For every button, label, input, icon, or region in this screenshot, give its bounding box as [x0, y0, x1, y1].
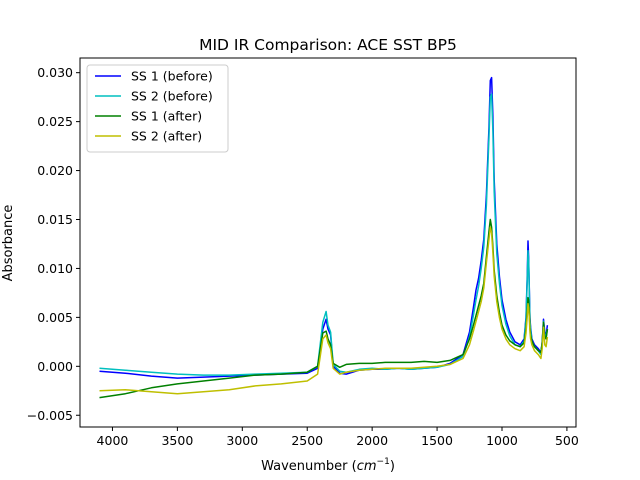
- y-tick-label: 0.020: [37, 163, 73, 178]
- x-tick-label: 1000: [486, 433, 518, 448]
- x-axis-title: Wavenumber (cm−1): [261, 457, 395, 474]
- legend: SS 1 (before) SS 2 (before) SS 1 (after) SS…: [86, 64, 229, 153]
- legend-box: [86, 64, 229, 153]
- x-tick-label: 500: [555, 433, 579, 448]
- y-tick-label: 0.010: [37, 261, 73, 276]
- x-axis-title-paren-open: (: [348, 459, 357, 474]
- x-axis-unit: cm: [357, 459, 377, 474]
- y-tick-label: 0.025: [37, 114, 73, 129]
- y-tick-label: −0.005: [27, 408, 73, 423]
- y-tick-label: 0.030: [37, 65, 73, 80]
- legend-label-1: SS 1 (before): [131, 69, 213, 84]
- plot-frame: [79, 57, 577, 428]
- x-axis-title-text: Wavenumber: [261, 459, 348, 474]
- series-layer: [99, 76, 549, 399]
- x-tick-label: 3500: [161, 433, 193, 448]
- chart-title: MID IR Comparison: ACE SST BP5: [199, 36, 457, 54]
- y-tick-label: 0.000: [37, 359, 73, 374]
- x-tick-label: 1500: [421, 433, 453, 448]
- x-tick-label: 2500: [291, 433, 323, 448]
- y-axis-title: Absorbance: [1, 205, 16, 282]
- legend-label-4: SS 2 (after): [131, 129, 202, 144]
- x-axis-ticks: 4000 3500 3000 2500 2000 1500 1000 500: [97, 427, 579, 448]
- series-line-4: [99, 226, 549, 395]
- y-tick-label: 0.005: [37, 310, 73, 325]
- legend-label-2: SS 2 (before): [131, 89, 213, 104]
- x-axis-title-paren-close: ): [390, 459, 395, 474]
- x-tick-label: 4000: [97, 433, 129, 448]
- x-axis-unit-exponent: −1: [377, 457, 390, 467]
- y-tick-label: 0.015: [37, 212, 73, 227]
- x-tick-label: 3000: [226, 433, 258, 448]
- x-tick-label: 2000: [356, 433, 388, 448]
- y-axis-ticks: −0.005 0.000 0.005 0.010 0.015 0.020 0.025 0.03…: [27, 65, 80, 423]
- legend-label-3: SS 1 (after): [131, 109, 202, 124]
